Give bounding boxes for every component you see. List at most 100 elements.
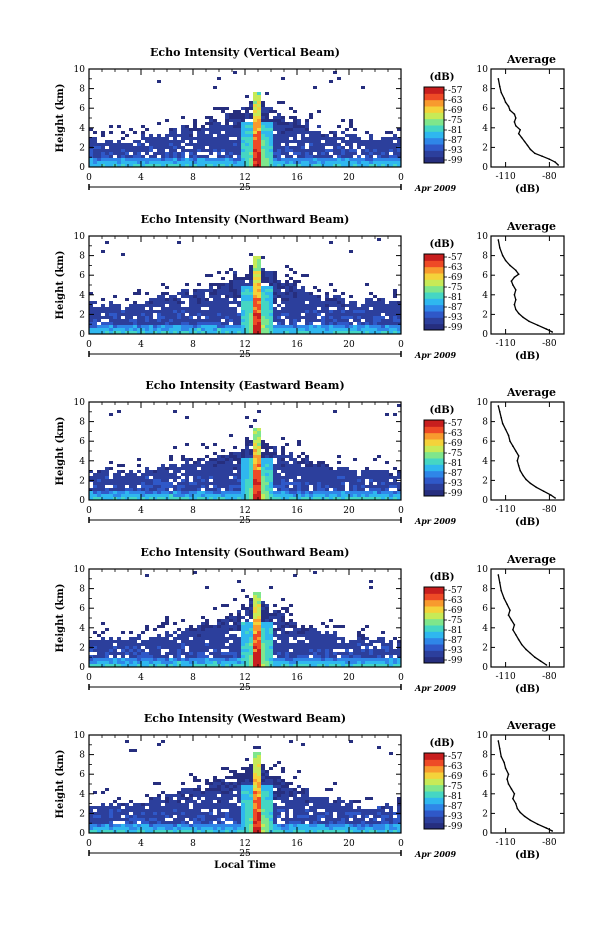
heatmap-cell [285, 661, 289, 664]
heatmap-cell [173, 643, 177, 646]
heatmap-cell [217, 661, 221, 664]
heatmap-cell [221, 322, 225, 325]
heatmap-cell [337, 161, 341, 164]
heatmap-cell [249, 322, 253, 325]
heatmap-cell [209, 128, 213, 131]
heatmap-cell [297, 119, 301, 122]
heatmap-cell [321, 461, 325, 464]
heatmap-cell [353, 473, 357, 476]
heatmap-cell [229, 310, 233, 313]
heatmap-cell [133, 131, 137, 134]
heatmap-cell [117, 803, 121, 806]
heatmap-cell [229, 316, 233, 319]
heatmap-cell [265, 152, 269, 155]
heatmap-cell [237, 146, 241, 149]
heatmap-cell [245, 631, 249, 634]
heatmap-cell [205, 455, 209, 458]
avg-profile-point [515, 117, 517, 119]
heatmap-cell [253, 467, 257, 470]
heatmap-cell [345, 128, 349, 131]
heatmap-cell [297, 313, 301, 316]
heatmap-cell [253, 110, 257, 113]
colorbar-swatch [424, 157, 444, 164]
heatmap-cell [381, 476, 385, 479]
heatmap-cell [109, 818, 113, 821]
heatmap-cell [253, 601, 257, 604]
heatmap-cell [117, 637, 121, 640]
y-tick-label: 6 [79, 604, 85, 614]
heatmap-cell [185, 295, 189, 298]
heatmap-cell [141, 473, 145, 476]
heatmap-cell [137, 658, 141, 661]
heatmap-cell [385, 319, 389, 322]
heatmap-cell [301, 658, 305, 661]
avg-y-tick-label: 2 [482, 643, 488, 653]
colorbar-tick-label: -81 [448, 459, 463, 469]
heatmap-cell [133, 655, 137, 658]
heatmap-cell [105, 488, 109, 491]
heatmap-cell [193, 482, 197, 485]
heatmap-cell [237, 319, 241, 322]
heatmap-cell [105, 307, 109, 310]
colorbar-tick-label: -57 [448, 86, 463, 96]
heatmap-cell [189, 491, 193, 494]
heatmap-cell [101, 149, 105, 152]
heatmap-cell [297, 628, 301, 631]
heatmap-cell [229, 619, 233, 622]
heatmap-cell [253, 452, 257, 455]
heatmap-cell [141, 824, 145, 827]
heatmap-cell [341, 155, 345, 158]
heatmap-cell [281, 446, 285, 449]
heatmap-cell [249, 494, 253, 497]
heatmap-cell [265, 488, 269, 491]
heatmap-cell [161, 152, 165, 155]
heatmap-cell [201, 328, 205, 331]
avg-profile-point [515, 289, 517, 291]
heatmap-cell [249, 482, 253, 485]
heatmap-cell [281, 322, 285, 325]
heatmap-cell [293, 280, 297, 283]
heatmap-cell [141, 155, 145, 158]
heatmap-cell [217, 307, 221, 310]
heatmap-cell [133, 818, 137, 821]
heatmap-cell [209, 652, 213, 655]
heatmap-cell [141, 649, 145, 652]
x-tick-label: 12 [239, 340, 250, 350]
heatmap-cell [281, 461, 285, 464]
heatmap-cell [245, 613, 249, 616]
heatmap-cell [125, 158, 129, 161]
colorbar: -57-63-69-75-81-87-93-99 [424, 586, 463, 666]
avg-profile-point [554, 497, 556, 499]
heatmap-cell [181, 328, 185, 331]
heatmap-cell [177, 649, 181, 652]
heatmap-cell [333, 298, 337, 301]
heatmap-cell [237, 613, 241, 616]
colorbar-tick-label: -69 [448, 273, 463, 283]
heatmap-cell [177, 316, 181, 319]
heatmap-cell [149, 328, 153, 331]
heatmap-cell [265, 319, 269, 322]
heatmap-cell [173, 818, 177, 821]
heatmap-cell [217, 328, 221, 331]
heatmap-cell [165, 473, 169, 476]
heatmap-cell [361, 485, 365, 488]
heatmap-cell [345, 161, 349, 164]
heatmap-cell [217, 325, 221, 328]
heatmap-cell [305, 307, 309, 310]
heatmap-cell [349, 488, 353, 491]
heatmap-cell [341, 137, 345, 140]
heatmap-cell [329, 241, 333, 244]
heatmap-cell [97, 482, 101, 485]
heatmap-cell [377, 491, 381, 494]
heatmap-cell [125, 815, 129, 818]
heatmap-cell [105, 628, 109, 631]
heatmap-cell [237, 616, 241, 619]
heatmap-cell [329, 161, 333, 164]
colorbar-label: (dB) [430, 405, 455, 416]
heatmap-cell [169, 482, 173, 485]
heatmap-cell [329, 322, 333, 325]
heatmap-cell [297, 494, 301, 497]
heatmap-cell [121, 322, 125, 325]
colorbar-swatch [424, 483, 444, 490]
heatmap-cell [361, 634, 365, 637]
